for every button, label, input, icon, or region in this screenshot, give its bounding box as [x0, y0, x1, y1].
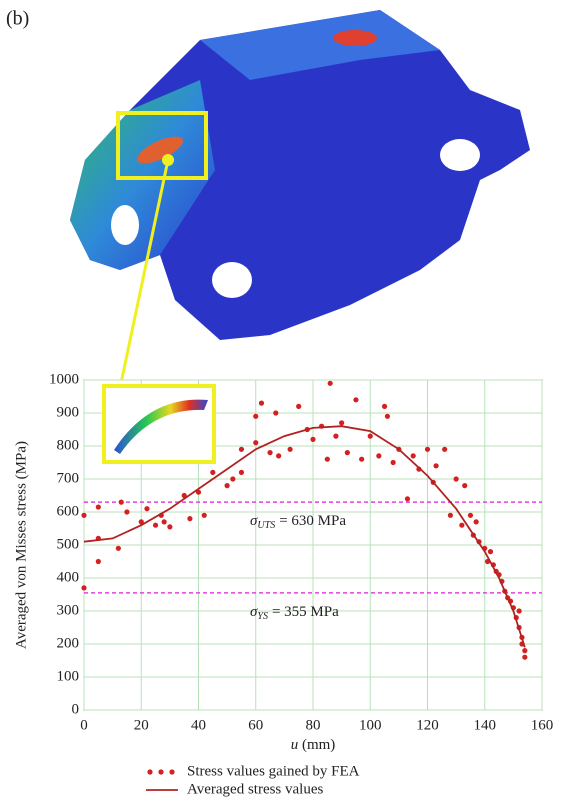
x-tick-label: 60: [248, 717, 263, 733]
reference-text: = 630 MPa: [279, 514, 346, 530]
scatter-point: [273, 410, 279, 416]
y-tick-label: 700: [57, 470, 80, 486]
inset: [102, 384, 216, 464]
scatter-point: [253, 440, 259, 446]
scatter-point: [138, 519, 144, 525]
y-tick-label: 200: [57, 635, 80, 651]
scatter-point: [376, 453, 382, 459]
scatter-point: [487, 549, 494, 555]
scatter-point: [81, 585, 87, 591]
scatter-point: [522, 654, 528, 660]
scatter-point: [95, 504, 101, 510]
x-tick-label: 160: [531, 717, 554, 733]
scatter-point: [353, 397, 359, 403]
reference-symbol: σ: [250, 604, 258, 620]
x-tick-label: 40: [191, 717, 206, 733]
reference-text: = 355 MPa: [272, 604, 339, 620]
average-line: [83, 425, 526, 648]
legend-marker: [158, 769, 164, 775]
scatter-point: [410, 453, 416, 459]
x-tick-label: 140: [474, 717, 497, 733]
scatter-point: [224, 483, 230, 489]
scatter-point: [124, 509, 130, 515]
scatter-point: [359, 456, 365, 462]
scatter-point: [201, 512, 207, 518]
scatter-point: [522, 648, 528, 654]
legend-label: Averaged stress values: [187, 781, 324, 797]
scatter-point: [287, 446, 293, 452]
scatter-point: [167, 524, 173, 530]
x-tick-label: 0: [80, 717, 88, 733]
scatter-point: [462, 483, 468, 489]
scatter-point: [367, 433, 373, 439]
scatter-point: [453, 476, 459, 482]
y-tick-label: 500: [57, 536, 80, 552]
scatter-point: [324, 456, 330, 462]
scatter-point: [447, 512, 453, 518]
scatter-point: [333, 433, 339, 439]
scatter-point: [267, 450, 273, 456]
scatter-point: [238, 469, 245, 475]
legend-marker: [169, 769, 175, 775]
reference-label: σYS = 355 MPa: [250, 604, 339, 622]
scatter-point: [258, 400, 265, 406]
scatter-point: [253, 413, 259, 419]
legend-marker: [147, 769, 153, 775]
y-axis-label: Averaged von Misses stress (MPa): [13, 441, 29, 649]
scatter-point: [404, 496, 411, 502]
scatter-point: [144, 506, 150, 512]
x-tick-label: 20: [134, 717, 149, 733]
scatter-point: [381, 403, 388, 409]
scatter-point: [467, 512, 474, 518]
scatter-point: [187, 516, 193, 522]
y-tick-label: 100: [57, 668, 80, 684]
y-tick-label: 900: [57, 404, 80, 420]
scatter-point: [384, 413, 391, 419]
scatter-point: [161, 519, 167, 525]
panel-label: (b): [6, 8, 29, 30]
y-tick-label: 1000: [49, 371, 79, 387]
legend-label: Stress values gained by FEA: [187, 763, 360, 779]
reference-subscript: YS: [257, 611, 268, 622]
scatter-point: [390, 459, 396, 466]
y-tick-label: 400: [57, 569, 80, 585]
scatter-point: [310, 436, 316, 442]
scatter-point: [276, 453, 282, 459]
scatter-point: [442, 446, 448, 452]
scatter-point: [181, 492, 187, 499]
scatter-point: [344, 450, 350, 456]
x-axis-label: u (mm): [291, 737, 336, 753]
scatter-point: [95, 558, 101, 565]
y-tick-label: 300: [57, 602, 80, 618]
scatter-point: [433, 463, 439, 469]
scatter-point: [115, 545, 121, 551]
scatter-point: [238, 446, 245, 452]
scatter-point: [230, 476, 236, 482]
y-tick-label: 0: [72, 701, 80, 717]
scatter-point: [152, 522, 159, 528]
y-tick-label: 800: [57, 437, 80, 453]
x-tick-label: 120: [416, 717, 439, 733]
scatter-point: [296, 403, 302, 409]
scatter-point: [424, 446, 431, 452]
reference-symbol: σ: [250, 514, 258, 530]
scatter-point: [339, 420, 345, 426]
scatter-point: [459, 522, 465, 528]
reference-subscript: UTS: [257, 520, 275, 531]
reference-label: σUTS = 630 MPa: [250, 514, 346, 532]
scatter-point: [195, 489, 202, 495]
scatter-point: [118, 499, 124, 505]
fea-render: [70, 10, 530, 389]
x-tick-label: 80: [306, 717, 321, 733]
scatter-point: [210, 469, 216, 475]
scatter-point: [81, 512, 87, 518]
scatter-point: [516, 608, 522, 614]
x-tick-label: 100: [359, 717, 382, 733]
scatter-point: [473, 519, 479, 525]
scatter-point: [327, 380, 333, 386]
y-tick-label: 600: [57, 503, 80, 519]
